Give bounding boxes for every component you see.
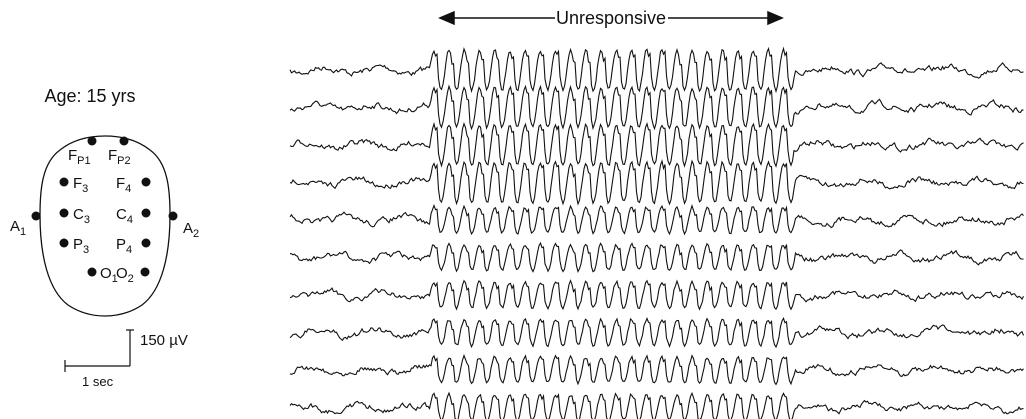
electrode-sub: 1 xyxy=(112,273,118,285)
electrode-dot xyxy=(59,177,69,187)
electrode-label: O2 xyxy=(116,265,134,285)
eeg-traces xyxy=(289,46,1025,419)
electrode-sub: 3 xyxy=(82,183,88,195)
electrode-label: FP1 xyxy=(68,147,91,167)
electrode-dot xyxy=(141,177,151,187)
electrode-dot xyxy=(141,208,151,218)
electrode-dot xyxy=(59,208,69,218)
electrode-dot xyxy=(87,267,97,277)
electrode-base: F xyxy=(68,147,77,164)
unresponsive-arrow xyxy=(438,10,784,26)
electrode-label: F3 xyxy=(73,175,88,195)
electrode-dot xyxy=(119,136,129,146)
eeg-channel xyxy=(289,159,1024,206)
electrode-dot xyxy=(31,211,41,221)
eeg-channel xyxy=(289,121,1024,168)
amplitude-scale: 150 µV xyxy=(140,332,188,349)
electrode-base: C xyxy=(116,206,127,223)
electrode-sub: 4 xyxy=(126,244,132,256)
electrode-sub: 3 xyxy=(83,244,89,256)
electrode-sub: 3 xyxy=(84,214,90,226)
electrode-label: O1 xyxy=(100,265,118,285)
eeg-channel xyxy=(289,317,1025,349)
eeg-channel xyxy=(289,46,1024,94)
eeg-channel xyxy=(289,353,1024,386)
electrode-label: C3 xyxy=(73,206,90,226)
eeg-channel xyxy=(289,203,1024,236)
electrode-sub: 4 xyxy=(127,214,133,226)
electrode-base: C xyxy=(73,206,84,223)
electrode-base: A xyxy=(10,218,20,235)
electrode-sub: 4 xyxy=(125,183,131,195)
electrode-base: O xyxy=(116,265,128,282)
electrode-sub: 2 xyxy=(128,273,134,285)
electrode-base: O xyxy=(100,265,112,282)
electrode-sub: 2 xyxy=(193,228,199,240)
eeg-channel xyxy=(289,241,1024,273)
electrode-sub: P2 xyxy=(117,155,130,167)
electrode-base: F xyxy=(116,175,125,192)
time-scale: 1 sec xyxy=(82,374,114,389)
electrode-label: A2 xyxy=(183,220,199,240)
electrode-label: P4 xyxy=(116,236,132,256)
electrode-base: F xyxy=(73,175,82,192)
electrode-dot xyxy=(59,238,69,248)
scale-bar xyxy=(64,329,134,372)
electrode-base: A xyxy=(183,220,193,237)
electrode-sub: 1 xyxy=(20,226,26,238)
electrode-base: P xyxy=(116,236,126,253)
eeg-channel xyxy=(289,279,1024,311)
head-outline xyxy=(39,135,171,317)
electrode-dot xyxy=(140,267,150,277)
electrode-base: F xyxy=(108,147,117,164)
eeg-channel xyxy=(289,84,1024,131)
electrode-dot xyxy=(141,238,151,248)
unresponsive-label: Unresponsive xyxy=(556,8,666,28)
eeg-channel xyxy=(289,391,1024,419)
electrode-sub: P1 xyxy=(77,155,90,167)
electrode-base: P xyxy=(73,236,83,253)
electrode-label: P3 xyxy=(73,236,89,256)
electrode-label: FP2 xyxy=(108,147,131,167)
electrode-label: A1 xyxy=(10,218,26,238)
age-label: Age: 15 yrs xyxy=(44,86,135,106)
electrode-label: C4 xyxy=(116,206,133,226)
electrode-dot xyxy=(87,136,97,146)
electrode-label: F4 xyxy=(116,175,131,195)
electrode-dot xyxy=(168,211,178,221)
